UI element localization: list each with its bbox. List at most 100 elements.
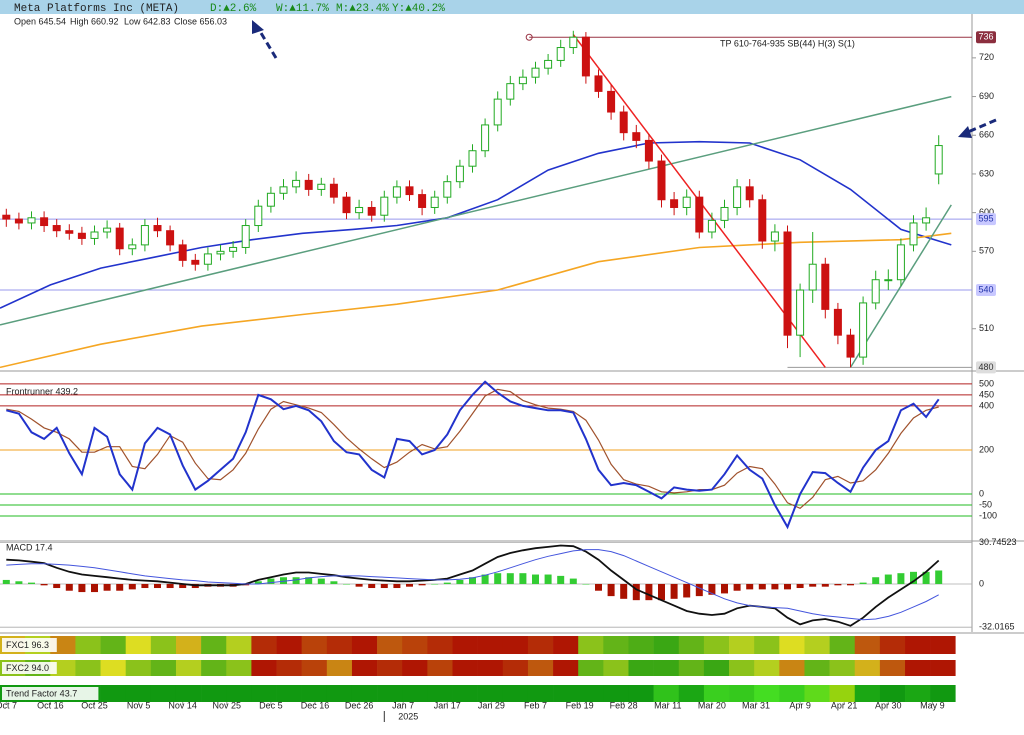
histogram-bar: [254, 581, 262, 584]
heat-cell: [804, 636, 830, 654]
candle-body: [670, 199, 679, 208]
histogram-bar: [456, 579, 464, 584]
heat-cell: [402, 636, 428, 654]
x-tick-label: Dec 26: [345, 700, 374, 710]
histogram-bar: [595, 583, 602, 591]
histogram-bar: [406, 583, 413, 587]
candle-body: [896, 244, 905, 281]
peak-marker: [525, 33, 533, 41]
candle-body: [115, 227, 124, 250]
histogram-bar: [569, 578, 577, 584]
candle-body: [40, 217, 49, 227]
heat-cell: [100, 685, 126, 702]
x-tick-label: Apr 9: [789, 700, 811, 710]
heat-cell: [377, 660, 403, 676]
panel-title: MACD 17.4: [6, 542, 53, 552]
candle-body: [216, 250, 225, 255]
candle-body: [745, 186, 754, 201]
level-box: [976, 213, 996, 226]
macd-line: [6, 549, 939, 621]
x-tick-label: Nov 5: [127, 700, 151, 710]
candle-body: [443, 181, 452, 198]
histogram-bar: [557, 575, 565, 584]
candle-body: [178, 244, 187, 261]
heat-cell: [226, 636, 252, 654]
histogram-bar: [821, 583, 829, 587]
heat-cell: [905, 636, 931, 654]
strip-label-bg: [2, 687, 99, 700]
heat-cell: [553, 685, 579, 702]
candle-body: [329, 183, 338, 198]
heat-cell: [402, 685, 428, 702]
histogram-bar: [658, 583, 665, 601]
histogram-bar: [481, 574, 489, 584]
heat-cell: [175, 660, 202, 676]
y-tick-label: 400: [979, 400, 994, 410]
heat-cell: [678, 685, 705, 702]
heat-cell: [477, 685, 504, 702]
heat-cell: [653, 660, 680, 676]
heat-cell: [150, 660, 177, 676]
heat-cell: [905, 685, 931, 702]
histogram-bar: [935, 570, 943, 584]
candle-body: [556, 47, 565, 61]
x-tick-label: Mar 31: [742, 700, 770, 710]
heat-cell: [326, 685, 353, 702]
candle-body: [833, 308, 842, 336]
histogram-bar: [897, 573, 905, 584]
heat-cell: [603, 636, 629, 654]
histogram-bar: [292, 577, 300, 584]
candle-body: [934, 145, 943, 175]
candle-body: [342, 196, 351, 214]
histogram-bar: [317, 578, 325, 584]
histogram-bar: [784, 583, 791, 590]
candle-body: [77, 232, 86, 239]
heat-cell: [703, 685, 730, 702]
histogram-bar: [343, 583, 350, 585]
arrow-head: [958, 126, 972, 138]
candle-body: [355, 206, 364, 214]
strip-label: FXC2 94.0: [6, 663, 49, 673]
heat-cell: [930, 685, 956, 702]
ohlc-readout: High 660.92: [70, 16, 119, 26]
y-tick-label: -32.0165: [979, 622, 1015, 632]
histogram-bar: [28, 582, 35, 584]
heat-cell: [578, 660, 604, 676]
heat-cell: [502, 660, 529, 676]
y-tick-label: 690: [979, 91, 994, 101]
candle-body: [27, 217, 36, 224]
candle-body: [506, 83, 515, 100]
heat-cell: [779, 660, 805, 676]
histogram-bar: [859, 582, 867, 584]
heat-cell: [754, 660, 780, 676]
indicator-line: [6, 380, 940, 530]
histogram-bar: [809, 583, 817, 587]
x-tick-label: Mar 11: [654, 700, 681, 710]
candle-body: [203, 253, 212, 265]
heat-cell: [829, 685, 856, 702]
heat-cell: [879, 636, 906, 654]
heat-cell: [729, 660, 755, 676]
heat-cell: [100, 660, 126, 676]
arrow-head: [252, 20, 264, 34]
heat-cell: [603, 685, 629, 702]
candle-body: [166, 230, 175, 246]
y-tick-label: -50: [979, 499, 992, 509]
histogram-bar: [746, 583, 754, 590]
heat-cell: [351, 685, 378, 702]
heat-cell: [175, 636, 202, 654]
histogram-bar: [494, 573, 502, 584]
x-tick-label: Apr 21: [831, 700, 858, 710]
heat-cell: [175, 685, 202, 702]
candle-body: [229, 246, 238, 252]
histogram-bar: [872, 577, 880, 584]
indicator-line: [6, 388, 939, 510]
heat-cell: [251, 636, 277, 654]
x-tick-label: Dec 5: [259, 700, 283, 710]
candle-body: [871, 279, 880, 304]
candle-body: [733, 186, 742, 208]
candle-body: [279, 186, 288, 194]
histogram-bar: [708, 583, 716, 595]
heat-cell: [703, 660, 730, 676]
heat-cell: [653, 636, 680, 654]
